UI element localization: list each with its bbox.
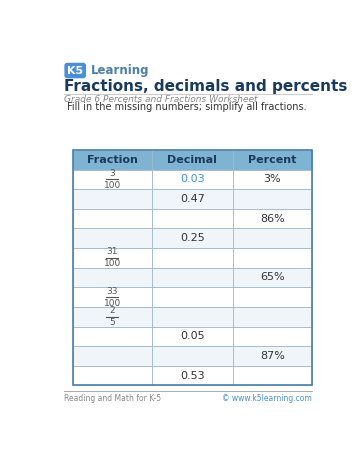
Bar [73,189,151,209]
Text: 3: 3 [109,169,115,178]
Bar [73,366,151,385]
Bar [73,268,151,287]
Text: 87%: 87% [260,351,285,361]
Text: 2: 2 [109,306,115,315]
Bar [233,150,312,169]
Text: 3%: 3% [264,175,281,184]
Bar [233,189,312,209]
Text: Fraction: Fraction [87,155,137,165]
Text: Percent: Percent [248,155,297,165]
Text: Grade 6 Percents and Fractions Worksheet: Grade 6 Percents and Fractions Worksheet [64,95,258,104]
Bar [151,169,233,189]
Bar [151,326,233,346]
Text: 0.03: 0.03 [180,175,205,184]
Bar [151,307,233,326]
Text: 5: 5 [109,318,115,327]
Bar [73,287,151,307]
Text: 86%: 86% [260,213,285,224]
Text: 0.05: 0.05 [180,332,205,341]
Bar [151,268,233,287]
Bar [233,307,312,326]
Bar [73,228,151,248]
Text: 65%: 65% [260,273,285,282]
Bar [233,268,312,287]
Bar [233,346,312,366]
Bar [233,209,312,228]
Bar [233,326,312,346]
Bar [151,346,233,366]
Bar [233,366,312,385]
Text: 100: 100 [103,259,121,269]
Bar [73,326,151,346]
Bar [73,169,151,189]
Text: Reading and Math for K-5: Reading and Math for K-5 [64,394,162,403]
Bar [233,169,312,189]
Text: 0.25: 0.25 [180,233,205,243]
Bar [151,366,233,385]
Bar [151,228,233,248]
Bar [233,228,312,248]
Bar [151,209,233,228]
Text: © www.k5learning.com: © www.k5learning.com [222,394,312,403]
Bar [73,248,151,268]
Bar [73,346,151,366]
Bar [233,287,312,307]
Text: 100: 100 [103,181,121,190]
Bar [151,150,233,169]
Text: 100: 100 [103,299,121,307]
Text: 31: 31 [106,247,118,257]
Bar [73,150,312,385]
Text: Fill in the missing numbers; simplify all fractions.: Fill in the missing numbers; simplify al… [67,102,307,112]
Bar [151,287,233,307]
Bar [151,248,233,268]
Text: 33: 33 [106,287,118,295]
Bar [73,307,151,326]
Bar [151,189,233,209]
Text: 0.53: 0.53 [180,370,205,381]
Bar [73,150,151,169]
Bar [73,209,151,228]
Bar [233,248,312,268]
Text: K5: K5 [67,66,83,75]
Text: Fractions, decimals and percents: Fractions, decimals and percents [64,80,348,94]
Text: Learning: Learning [91,64,149,77]
Text: 0.47: 0.47 [180,194,205,204]
Text: Decimal: Decimal [167,155,217,165]
